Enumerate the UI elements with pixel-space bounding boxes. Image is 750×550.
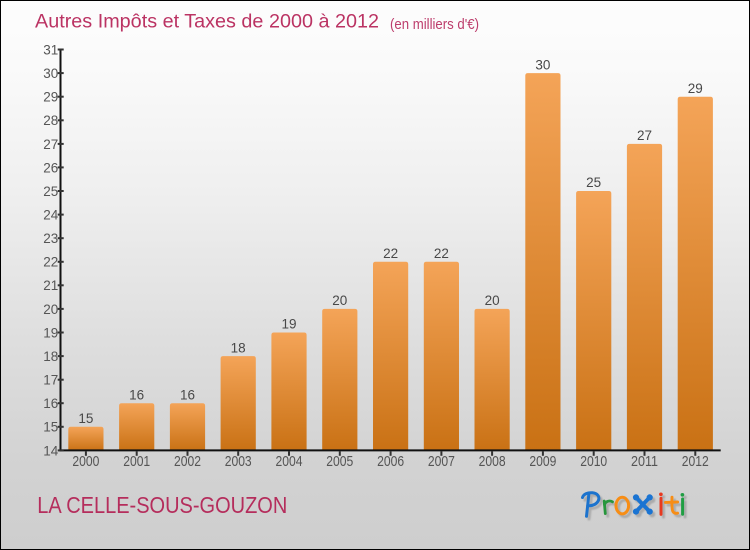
svg-text:20: 20 <box>43 302 58 317</box>
svg-text:18: 18 <box>231 340 246 355</box>
svg-text:14: 14 <box>43 443 59 458</box>
svg-text:29: 29 <box>43 90 58 105</box>
svg-text:16: 16 <box>180 387 195 402</box>
svg-text:2004: 2004 <box>276 453 303 470</box>
svg-text:26: 26 <box>43 160 58 175</box>
svg-text:22: 22 <box>434 246 449 261</box>
svg-text:2009: 2009 <box>529 453 556 470</box>
svg-text:25: 25 <box>586 175 601 190</box>
svg-text:19: 19 <box>281 317 296 332</box>
svg-text:29: 29 <box>688 81 703 96</box>
svg-text:25: 25 <box>43 184 58 199</box>
svg-text:2006: 2006 <box>377 453 404 470</box>
svg-text:20: 20 <box>485 293 500 308</box>
svg-text:22: 22 <box>43 255 58 270</box>
svg-text:2010: 2010 <box>580 453 607 470</box>
svg-text:18: 18 <box>43 349 58 364</box>
svg-text:2008: 2008 <box>479 453 506 470</box>
svg-text:LA CELLE-SOUS-GOUZON: LA CELLE-SOUS-GOUZON <box>37 492 287 518</box>
svg-text:24: 24 <box>43 208 59 223</box>
svg-text:16: 16 <box>129 387 144 402</box>
svg-text:2005: 2005 <box>326 453 353 470</box>
svg-text:2003: 2003 <box>225 453 252 470</box>
svg-text:27: 27 <box>43 137 58 152</box>
svg-text:2001: 2001 <box>123 453 150 470</box>
svg-text:(en milliers d'€): (en milliers d'€) <box>390 17 479 33</box>
svg-text:20: 20 <box>332 293 347 308</box>
svg-text:28: 28 <box>43 113 58 128</box>
svg-text:16: 16 <box>43 396 58 411</box>
svg-text:21: 21 <box>43 278 58 293</box>
svg-text:22: 22 <box>383 246 398 261</box>
svg-text:2011: 2011 <box>631 453 658 470</box>
svg-text:Autres Impôts et Taxes de 2000: Autres Impôts et Taxes de 2000 à 2012 <box>35 10 379 32</box>
svg-text:23: 23 <box>43 231 58 246</box>
svg-text:2000: 2000 <box>72 453 99 470</box>
svg-text:17: 17 <box>43 373 58 388</box>
svg-text:30: 30 <box>43 66 58 81</box>
svg-text:2002: 2002 <box>174 453 201 470</box>
svg-text:19: 19 <box>43 325 58 340</box>
svg-text:15: 15 <box>43 420 58 435</box>
svg-text:2012: 2012 <box>682 453 709 470</box>
svg-text:30: 30 <box>535 57 550 72</box>
svg-text:2007: 2007 <box>428 453 455 470</box>
svg-text:31: 31 <box>43 42 58 57</box>
svg-text:15: 15 <box>78 411 93 426</box>
svg-text:27: 27 <box>637 128 652 143</box>
